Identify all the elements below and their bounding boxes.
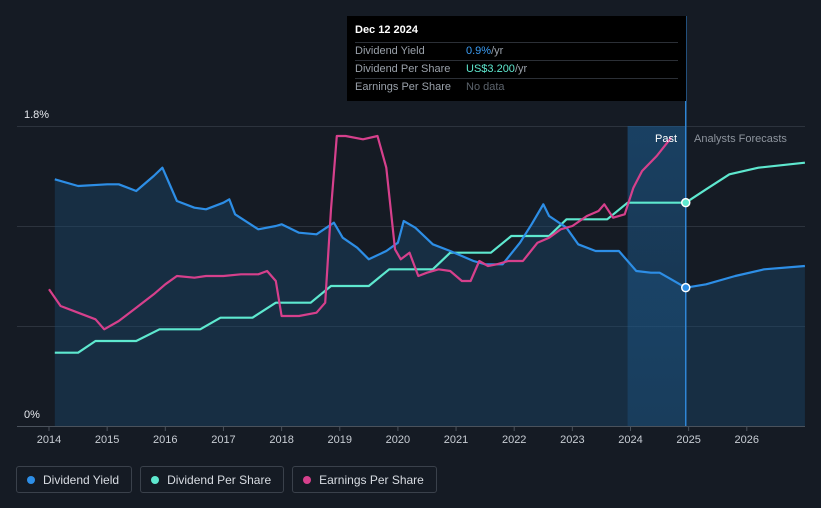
legend-dot-icon xyxy=(151,475,160,484)
y-tick-label-bottom: 0% xyxy=(24,409,40,421)
x-tick-label: 2026 xyxy=(735,434,759,446)
past-band xyxy=(627,16,687,426)
tooltip-label: Dividend Per Share xyxy=(355,63,451,75)
past-label: Past xyxy=(655,133,677,145)
dividend-per-share-line xyxy=(54,161,806,354)
tooltip-row-dividend-per-share: Dividend Per Share US$3.200 /yr xyxy=(355,60,678,78)
dividend-per-share-marker xyxy=(680,197,691,208)
tooltip: Dec 12 2024 Dividend Yield 0.9% /yr Divi… xyxy=(347,16,686,101)
earnings-per-share-line xyxy=(48,134,673,331)
x-tick-label: 2020 xyxy=(386,434,410,446)
x-axis: 2014 2015 2016 2017 2018 2019 2020 2021 2022 2023… xyxy=(37,426,759,446)
x-tick-label: 2014 xyxy=(37,434,61,446)
legend-label: Dividend Yield xyxy=(43,472,120,487)
forecast-label: Analysts Forecasts xyxy=(694,133,787,145)
x-tick-label: 2024 xyxy=(618,434,642,446)
area-fill xyxy=(54,167,805,426)
x-tick-label: 2015 xyxy=(95,434,119,446)
legend-dot-icon xyxy=(27,475,35,484)
x-tick-label: 2019 xyxy=(328,434,352,446)
tooltip-unit: /yr xyxy=(491,45,504,57)
tooltip-row-earnings-per-share: Earnings Per Share No data xyxy=(355,78,678,96)
legend-dot-icon xyxy=(303,475,312,484)
y-tick-label-top: 1.8% xyxy=(24,109,49,121)
x-tick-label: 2022 xyxy=(502,434,526,446)
legend-item-dividend-yield[interactable]: Dividend Yield xyxy=(16,466,133,493)
legend-label: Earnings Per Share xyxy=(319,472,424,487)
series-lines xyxy=(48,134,806,354)
dividend-yield-marker xyxy=(680,282,691,293)
tooltip-value: No data xyxy=(466,81,505,93)
x-tick-label: 2017 xyxy=(211,434,235,446)
legend-item-dividend-per-share[interactable]: Dividend Per Share xyxy=(140,466,285,493)
tooltip-label: Earnings Per Share xyxy=(355,81,451,93)
past-highlight-band xyxy=(627,126,686,426)
x-tick-label: 2021 xyxy=(444,434,468,446)
legend-item-earnings-per-share[interactable]: Earnings Per Share xyxy=(292,466,437,493)
x-tick-label: 2016 xyxy=(153,434,177,446)
dividend-yield-area xyxy=(54,167,805,426)
tooltip-date: Dec 12 2024 xyxy=(355,24,418,36)
legend: Dividend Yield Dividend Per Share Earnin… xyxy=(16,466,437,493)
dividend-yield-line xyxy=(54,166,805,289)
legend-label: Dividend Per Share xyxy=(167,472,272,487)
tooltip-value: US$3.200 xyxy=(466,63,515,75)
markers xyxy=(680,197,691,293)
tooltip-row-dividend-yield: Dividend Yield 0.9% /yr xyxy=(355,42,678,60)
tooltip-unit: /yr xyxy=(514,63,528,75)
tooltip-value: 0.9% xyxy=(466,45,492,57)
tooltip-label: Dividend Yield xyxy=(355,45,425,57)
x-tick-label: 2023 xyxy=(560,434,584,446)
x-tick-label: 2025 xyxy=(676,434,700,446)
x-tick-label: 2018 xyxy=(269,434,293,446)
